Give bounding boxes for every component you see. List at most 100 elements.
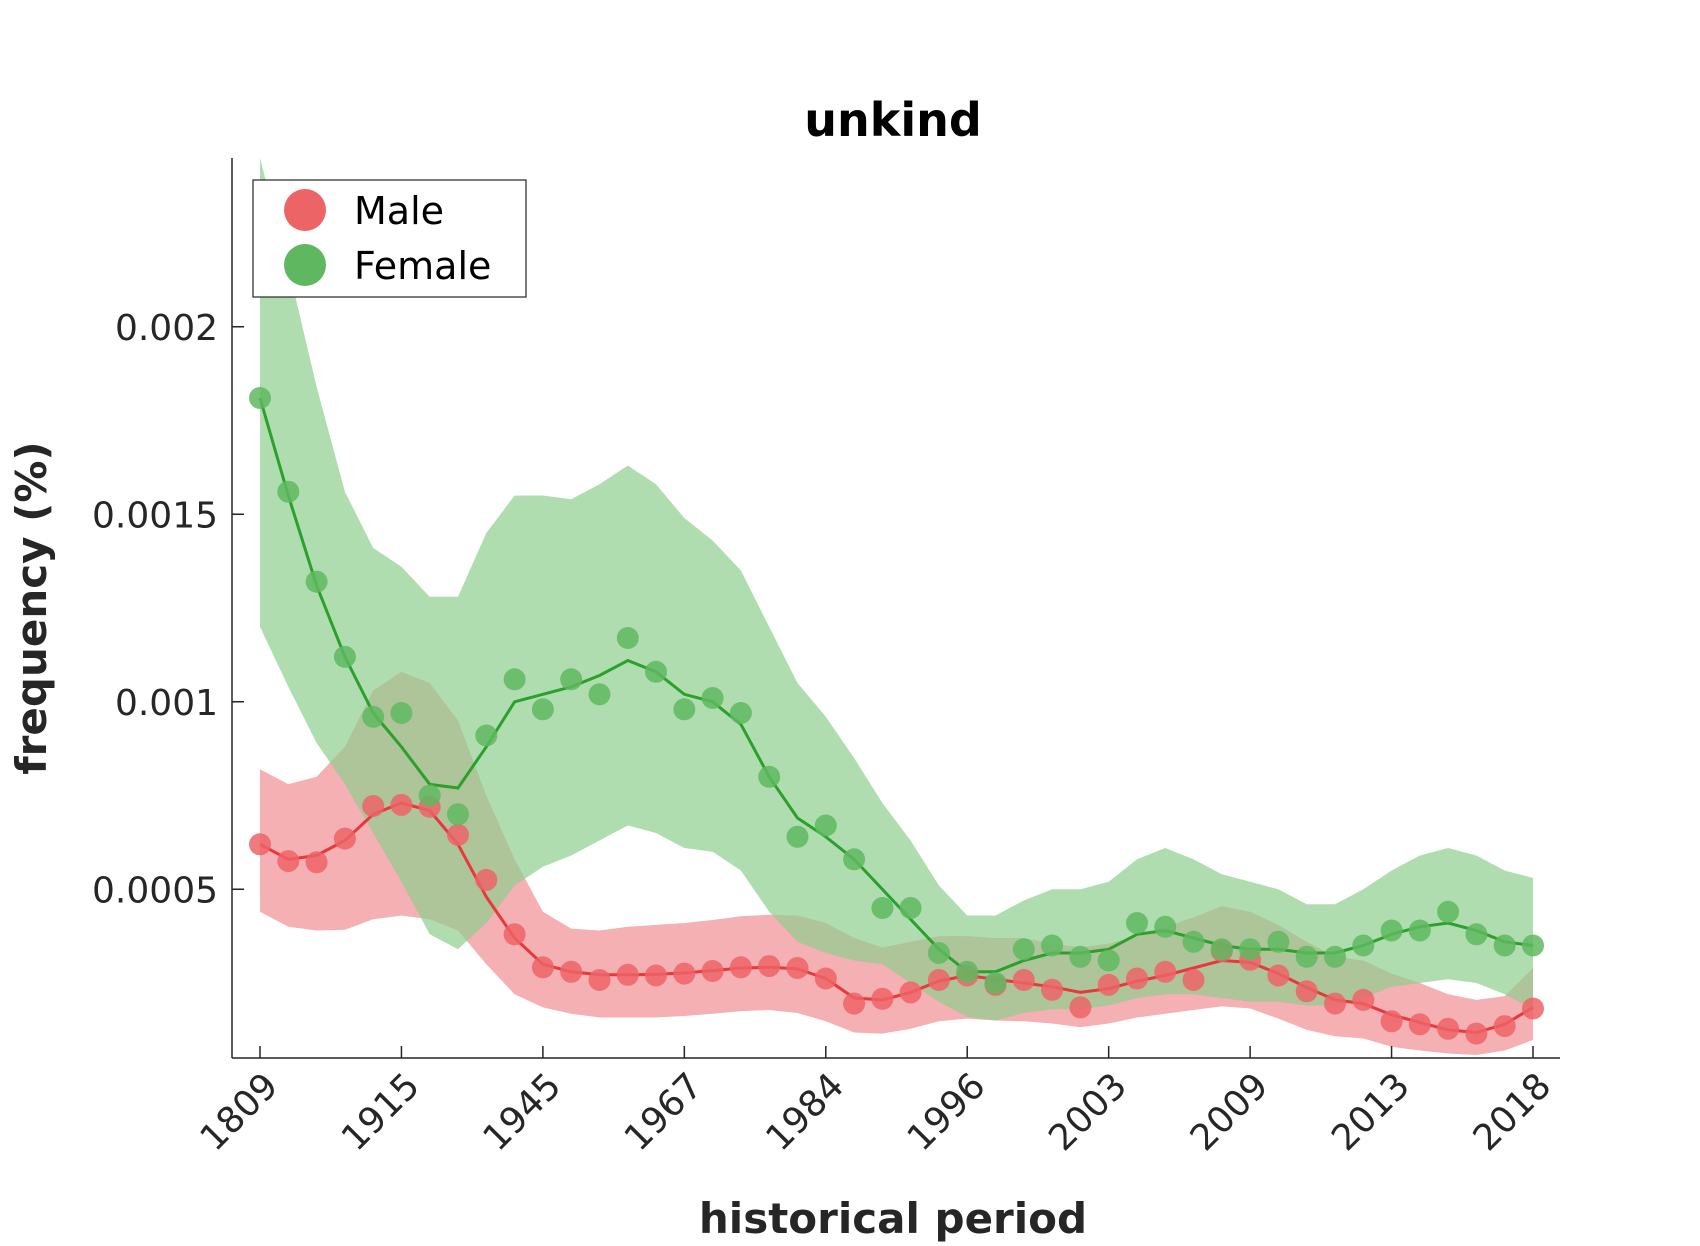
point-male-32 <box>1154 960 1177 983</box>
point-female-18 <box>758 765 781 788</box>
point-female-43 <box>1465 923 1488 946</box>
point-female-40 <box>1380 919 1403 942</box>
data-points <box>249 387 1544 1045</box>
point-male-14 <box>645 964 667 987</box>
point-female-28 <box>1041 934 1064 957</box>
point-male-1 <box>277 850 300 873</box>
point-female-19 <box>786 825 809 848</box>
point-female-41 <box>1408 919 1431 942</box>
point-male-39 <box>1352 988 1375 1011</box>
legend-label-male: Male <box>354 189 444 233</box>
smoothed-lines <box>258 397 1534 1035</box>
point-male-20 <box>814 967 837 990</box>
chart-title: unkind <box>804 93 982 147</box>
point-male-12 <box>588 969 611 991</box>
x-axis-label: historical period <box>699 1194 1087 1243</box>
point-female-33 <box>1182 930 1205 953</box>
point-female-17 <box>729 702 752 724</box>
point-female-3 <box>333 645 356 668</box>
point-male-42 <box>1437 1017 1460 1040</box>
y-tick-label-0: 0.0005 <box>92 870 218 911</box>
point-male-45 <box>1522 997 1544 1020</box>
y-tick-label-3: 0.002 <box>115 308 218 349</box>
point-female-34 <box>1210 938 1233 961</box>
point-female-31 <box>1126 912 1148 934</box>
point-female-44 <box>1493 934 1516 957</box>
legend-marker-female <box>284 244 326 286</box>
line-male <box>259 801 1534 1035</box>
point-female-13 <box>616 627 639 649</box>
point-female-7 <box>447 803 469 826</box>
point-female-36 <box>1267 930 1290 953</box>
point-male-9 <box>503 923 526 946</box>
legend-label-female: Female <box>354 244 491 288</box>
legend: Male Female <box>252 179 527 298</box>
point-male-29 <box>1069 996 1092 1019</box>
point-female-8 <box>475 724 498 747</box>
point-male-11 <box>560 960 583 983</box>
point-female-42 <box>1437 900 1460 923</box>
point-female-35 <box>1239 938 1262 961</box>
point-male-7 <box>447 823 469 846</box>
point-female-27 <box>1012 938 1035 961</box>
point-male-28 <box>1041 978 1064 1001</box>
point-female-10 <box>531 698 554 721</box>
point-male-18 <box>758 955 781 978</box>
point-male-13 <box>616 963 639 986</box>
point-male-4 <box>362 795 385 817</box>
legend-marker-male <box>284 189 326 231</box>
point-male-8 <box>475 868 498 891</box>
point-male-2 <box>305 851 328 874</box>
point-female-4 <box>362 705 385 728</box>
point-male-27 <box>1012 969 1035 991</box>
point-female-11 <box>560 668 583 691</box>
point-male-36 <box>1267 964 1290 987</box>
point-female-30 <box>1097 949 1120 972</box>
point-male-33 <box>1182 969 1205 991</box>
point-female-6 <box>418 784 441 807</box>
point-female-45 <box>1522 934 1544 957</box>
point-female-23 <box>899 897 922 919</box>
point-female-32 <box>1154 915 1177 938</box>
point-male-5 <box>390 793 413 816</box>
point-female-39 <box>1352 934 1375 957</box>
point-male-22 <box>871 987 894 1010</box>
point-male-38 <box>1324 992 1346 1015</box>
point-female-38 <box>1324 945 1346 968</box>
point-male-0 <box>249 833 271 856</box>
point-male-10 <box>531 956 554 979</box>
point-female-21 <box>843 848 866 871</box>
point-male-21 <box>843 992 866 1015</box>
y-ticks: 0.0005 0.001 0.0015 0.002 <box>92 308 244 911</box>
point-female-25 <box>956 960 979 983</box>
point-male-41 <box>1408 1013 1431 1036</box>
point-female-12 <box>588 683 611 706</box>
point-male-3 <box>333 827 356 850</box>
point-female-9 <box>503 668 526 691</box>
point-male-19 <box>786 957 809 979</box>
point-male-37 <box>1295 980 1318 1003</box>
point-female-20 <box>814 814 837 837</box>
point-female-0 <box>249 387 271 409</box>
point-female-15 <box>673 698 696 721</box>
point-female-2 <box>305 570 328 593</box>
point-female-14 <box>645 660 667 683</box>
point-female-16 <box>701 687 724 709</box>
point-male-40 <box>1380 1010 1403 1033</box>
point-male-16 <box>701 960 724 982</box>
point-male-43 <box>1465 1022 1488 1045</box>
point-male-44 <box>1493 1015 1516 1038</box>
point-male-23 <box>899 981 922 1004</box>
point-female-29 <box>1069 945 1092 968</box>
y-axis-label: frequency (%) <box>7 441 56 774</box>
point-female-24 <box>927 942 950 964</box>
point-female-37 <box>1295 945 1318 968</box>
point-male-30 <box>1097 973 1120 996</box>
line-female <box>258 397 1534 974</box>
point-male-24 <box>927 969 950 991</box>
axes <box>231 158 1560 1059</box>
point-female-22 <box>871 897 894 919</box>
y-tick-label-1: 0.001 <box>115 683 218 724</box>
point-female-1 <box>277 480 300 503</box>
